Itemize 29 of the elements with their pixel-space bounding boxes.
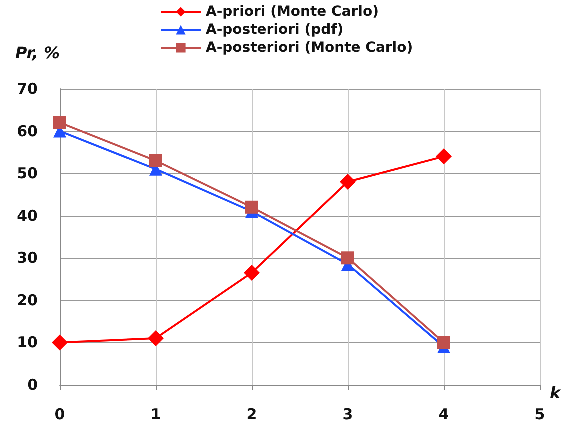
x-tick-label: 1	[150, 406, 162, 424]
y-tick-label: 20	[17, 291, 38, 310]
x-tick-label: 0	[54, 406, 66, 424]
point	[148, 330, 164, 346]
point	[246, 200, 258, 214]
point	[340, 174, 356, 190]
x-tick-label: 4	[438, 406, 450, 424]
legend-label: A-priori (Monte Carlo)	[206, 4, 379, 20]
y-tick-label: 40	[17, 206, 38, 225]
point	[342, 252, 354, 265]
x-tick-label: 3	[342, 406, 354, 424]
point	[54, 116, 66, 130]
point	[150, 154, 162, 168]
x-tick-label: 5	[534, 406, 546, 424]
point	[52, 334, 68, 351]
point	[436, 148, 452, 165]
point	[438, 336, 450, 350]
legend-label: A-posteriori (pdf)	[206, 22, 344, 38]
x-axis-title: k	[550, 384, 562, 402]
x-tick-label: 2	[246, 406, 258, 424]
point	[244, 264, 260, 281]
y-tick-label: 70	[17, 80, 38, 98]
y-tick-label: 60	[17, 122, 38, 140]
y-tick-label: 10	[17, 334, 38, 352]
y-tick-label: 50	[17, 164, 38, 183]
y-tick-label: 30	[17, 249, 38, 268]
y-axis-title: Pr, %	[16, 44, 60, 62]
y-tick-label: 0	[28, 376, 38, 394]
legend-label: A-posteriori (Monte Carlo)	[206, 40, 414, 56]
